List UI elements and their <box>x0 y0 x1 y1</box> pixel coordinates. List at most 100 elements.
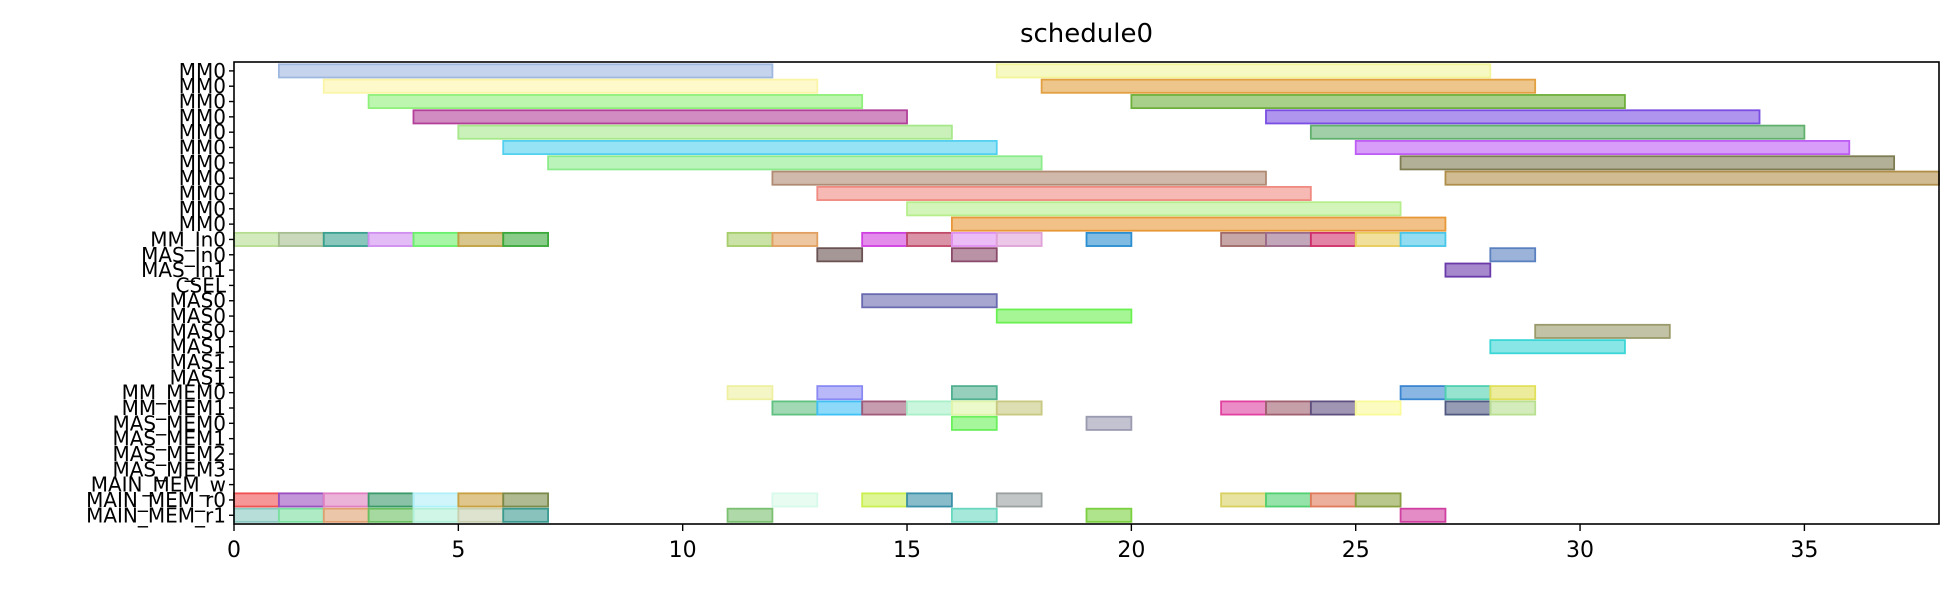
task-bar-31 <box>995 231 1043 247</box>
task-bar-24 <box>457 231 505 247</box>
task-bar-89 <box>950 507 998 523</box>
task-bar-18 <box>950 216 1447 232</box>
y-tick-label: MAS_MEM3 <box>112 457 226 481</box>
y-tick-label: MM0 <box>179 181 226 205</box>
task-bar-60 <box>1309 400 1357 416</box>
plot-frame <box>233 61 1940 525</box>
task-bar-30 <box>950 231 998 247</box>
task-bar-68 <box>322 492 370 508</box>
y-tick-label: MM0 <box>179 212 226 236</box>
y-tick-label: MAS1 <box>170 350 226 374</box>
y-tick-label: CSEL <box>176 273 227 297</box>
y-tick-label: MM_In0 <box>150 227 226 251</box>
task-bar-23 <box>412 231 460 247</box>
task-bar-75 <box>906 492 953 508</box>
y-tick-label: MM0 <box>179 166 226 190</box>
x-tick-label: 0 <box>227 538 241 563</box>
task-bar-26 <box>726 231 774 247</box>
task-bar-69 <box>367 492 415 508</box>
task-bar-90 <box>1085 507 1133 523</box>
task-bar-82 <box>277 507 325 523</box>
y-tick-label: MAS_In0 <box>141 243 226 267</box>
task-bar-29 <box>906 231 953 247</box>
y-tick-label: MAS1 <box>170 365 226 389</box>
y-tick-label: MM_MEM1 <box>122 396 226 420</box>
task-bar-65 <box>1085 415 1133 431</box>
task-bar-21 <box>322 231 370 247</box>
task-bar-53 <box>816 400 864 416</box>
task-bar-3 <box>1040 78 1537 94</box>
task-bar-1 <box>995 63 1492 79</box>
task-bar-33 <box>1220 231 1267 247</box>
x-axis: 0 5 10 15 20 25 30 35 <box>227 524 1818 563</box>
task-bar-81 <box>233 507 280 523</box>
task-bar-48 <box>950 385 998 401</box>
task-bar-59 <box>1265 400 1312 416</box>
task-bar-45 <box>1489 339 1626 355</box>
y-tick-label: MAS0 <box>170 319 226 343</box>
task-bar-34 <box>1265 231 1312 247</box>
task-bar-67 <box>277 492 325 508</box>
task-bar-32 <box>1085 231 1133 247</box>
x-tick-label: 15 <box>893 538 921 563</box>
task-bar-78 <box>1265 492 1312 508</box>
task-bar-80 <box>1354 492 1402 508</box>
task-bar-85 <box>412 507 460 523</box>
task-bar-9 <box>1309 124 1806 140</box>
task-bar-62 <box>1444 400 1492 416</box>
task-bar-47 <box>816 385 864 401</box>
y-tick-label: MAS1 <box>170 335 226 359</box>
task-bar-84 <box>367 507 415 523</box>
task-bar-13 <box>1399 155 1896 171</box>
task-bar-14 <box>771 170 1267 186</box>
x-tick-label: 5 <box>451 538 465 563</box>
task-bar-56 <box>950 400 998 416</box>
task-bar-10 <box>502 140 998 155</box>
task-bar-15 <box>1444 170 1940 186</box>
task-bar-64 <box>950 415 998 431</box>
task-bar-61 <box>1354 400 1402 416</box>
y-tick-label: MAS_MEM2 <box>112 442 226 466</box>
task-bar-71 <box>457 492 505 508</box>
x-tick-label: 35 <box>1790 538 1818 563</box>
task-bar-16 <box>816 185 1312 201</box>
task-bar-58 <box>1220 400 1267 416</box>
task-bar-86 <box>457 507 505 523</box>
task-bar-79 <box>1309 492 1357 508</box>
y-tick-label: MAIN_MEM_r0 <box>86 488 226 512</box>
task-bar-70 <box>412 492 460 508</box>
task-bar-49 <box>1399 385 1447 401</box>
task-bar-17 <box>906 201 1402 217</box>
y-tick-label: MM0 <box>179 120 226 144</box>
task-bar-55 <box>906 400 953 416</box>
task-bar-35 <box>1309 231 1357 247</box>
task-bar-42 <box>861 293 998 309</box>
task-bar-5 <box>1130 94 1626 110</box>
task-bar-37 <box>1399 231 1447 247</box>
bars-layer <box>233 63 1940 523</box>
y-tick-label: MM0 <box>179 59 226 83</box>
x-tick-label: 25 <box>1342 538 1370 563</box>
task-bar-2 <box>322 78 819 94</box>
y-tick-label: MAS_MEM0 <box>112 411 226 435</box>
task-bar-74 <box>861 492 908 508</box>
task-bar-83 <box>322 507 370 523</box>
task-bar-54 <box>861 400 908 416</box>
task-bar-20 <box>277 231 325 247</box>
y-tick-label: MM0 <box>179 136 226 160</box>
y-tick-label: MM0 <box>179 74 226 98</box>
task-bar-77 <box>1220 492 1267 508</box>
task-bar-46 <box>726 385 774 401</box>
task-bar-57 <box>995 400 1043 416</box>
x-tick-label: 20 <box>1117 538 1145 563</box>
y-tick-label: MAS_In1 <box>141 258 226 282</box>
y-tick-label: MM0 <box>179 197 226 221</box>
task-bar-25 <box>502 231 549 247</box>
task-bar-7 <box>1265 109 1761 125</box>
y-tick-label: MAIN_MEM_w <box>91 473 226 497</box>
task-bar-44 <box>1534 323 1671 339</box>
task-bar-63 <box>1489 400 1537 416</box>
task-bar-27 <box>771 231 819 247</box>
y-tick-label: MAIN_MEM_r1 <box>86 503 226 527</box>
chart-title: schedule0 <box>1020 19 1153 49</box>
